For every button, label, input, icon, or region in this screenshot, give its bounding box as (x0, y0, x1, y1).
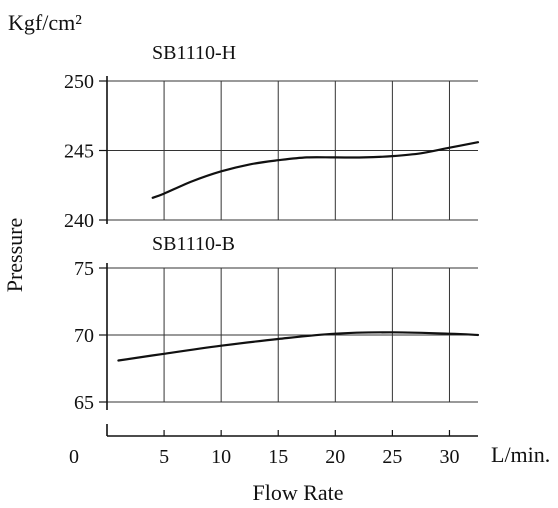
x-tick-label: 5 (159, 446, 169, 468)
x-tick-label: 20 (325, 446, 345, 468)
y-axis-title: Pressure (2, 218, 27, 293)
x-tick-label: 10 (211, 446, 231, 468)
x-unit-label: L/min. (491, 442, 550, 467)
y-tick-label: 240 (64, 210, 94, 232)
x-tick-label: 0 (69, 446, 79, 468)
chart-title-sb1110-b: SB1110-B (152, 233, 235, 255)
y-tick-label: 75 (74, 258, 94, 280)
y-unit-label: Kgf/cm² (8, 10, 82, 35)
x-tick-label: 15 (268, 446, 288, 468)
y-tick-label: 65 (74, 392, 94, 414)
x-tick-label: 30 (439, 446, 459, 468)
x-axis: 0 5 10 15 20 25 30 (69, 424, 478, 468)
x-axis-title: Flow Rate (252, 480, 343, 505)
series-line-sb1110-h (151, 141, 480, 199)
chart-panel-sb1110-h: 240 245 250 (64, 71, 480, 232)
y-tick-label: 245 (64, 141, 94, 163)
y-tick-label: 250 (64, 71, 94, 93)
chart-panel-sb1110-b: 65 70 75 (74, 258, 480, 414)
chart-title-sb1110-h: SB1110-H (152, 42, 236, 64)
series-line-sb1110-b (117, 331, 480, 362)
x-tick-label: 25 (382, 446, 402, 468)
y-tick-label: 70 (74, 325, 94, 347)
